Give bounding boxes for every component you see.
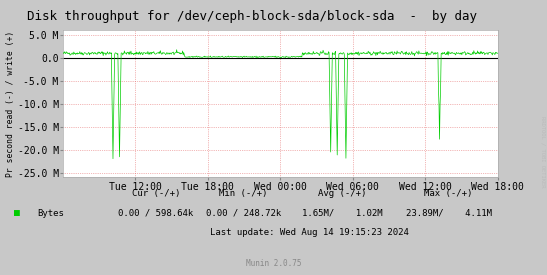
Text: ■: ■: [14, 208, 20, 218]
Text: Disk throughput for /dev/ceph-block-sda/block-sda  -  by day: Disk throughput for /dev/ceph-block-sda/…: [27, 10, 476, 23]
Y-axis label: Pr second read (-) / write (+): Pr second read (-) / write (+): [6, 31, 15, 177]
Text: RRDTOOL / TOBI OETIKER: RRDTOOL / TOBI OETIKER: [541, 116, 546, 187]
Text: 0.00 / 598.64k: 0.00 / 598.64k: [118, 209, 194, 218]
Text: Bytes: Bytes: [37, 209, 64, 218]
Text: Munin 2.0.75: Munin 2.0.75: [246, 260, 301, 268]
Text: Avg (-/+): Avg (-/+): [318, 189, 366, 198]
Text: Last update: Wed Aug 14 19:15:23 2024: Last update: Wed Aug 14 19:15:23 2024: [210, 228, 409, 237]
Text: 23.89M/    4.11M: 23.89M/ 4.11M: [405, 209, 492, 218]
Text: Min (-/+): Min (-/+): [219, 189, 267, 198]
Text: Cur (-/+): Cur (-/+): [132, 189, 180, 198]
Text: 1.65M/    1.02M: 1.65M/ 1.02M: [301, 209, 382, 218]
Text: 0.00 / 248.72k: 0.00 / 248.72k: [206, 209, 281, 218]
Text: Max (-/+): Max (-/+): [424, 189, 473, 198]
